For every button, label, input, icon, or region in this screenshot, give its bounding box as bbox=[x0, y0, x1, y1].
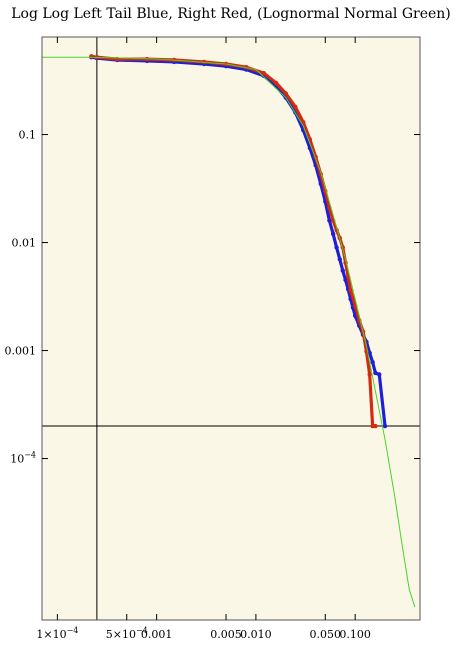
x-tick-label: 0.010 bbox=[240, 628, 272, 641]
data-point bbox=[261, 70, 266, 76]
data-point bbox=[283, 91, 288, 96]
x-tick-label: 1×10−4 bbox=[36, 626, 78, 641]
chart-title: Log Log Left Tail Blue, Right Red, (Logn… bbox=[11, 6, 451, 22]
y-tick-label: 10−4 bbox=[10, 451, 36, 466]
data-point bbox=[340, 268, 345, 273]
x-tick-label: 0.005 bbox=[210, 628, 242, 641]
y-tick-label: 0.1 bbox=[19, 129, 37, 142]
data-point bbox=[348, 288, 353, 293]
data-point bbox=[373, 423, 378, 429]
series-line-2 bbox=[42, 56, 416, 608]
x-tick-label: 0.001 bbox=[141, 628, 173, 641]
data-point bbox=[367, 372, 372, 377]
x-tick-label: 0.100 bbox=[339, 628, 371, 641]
data-point bbox=[330, 231, 336, 237]
data-point bbox=[293, 104, 298, 110]
y-tick-label: 0.01 bbox=[12, 237, 37, 250]
y-tick-label: 0.001 bbox=[5, 345, 37, 358]
data-point bbox=[370, 360, 375, 365]
data-point bbox=[337, 257, 342, 262]
data-point bbox=[377, 372, 382, 377]
plot-background bbox=[42, 37, 420, 620]
plot-border bbox=[41, 36, 421, 621]
plot-frame bbox=[41, 36, 421, 621]
x-tick-label: 0.050 bbox=[310, 628, 342, 641]
reference-lines bbox=[42, 37, 420, 620]
data-point bbox=[373, 370, 378, 376]
series-layer bbox=[42, 54, 416, 608]
data-point bbox=[343, 277, 348, 283]
data-point bbox=[273, 80, 279, 86]
data-point bbox=[334, 245, 339, 250]
x-tick-label: 5×10−4 bbox=[106, 626, 148, 641]
data-point bbox=[327, 218, 332, 223]
data-point bbox=[89, 54, 94, 59]
data-point bbox=[382, 423, 388, 429]
